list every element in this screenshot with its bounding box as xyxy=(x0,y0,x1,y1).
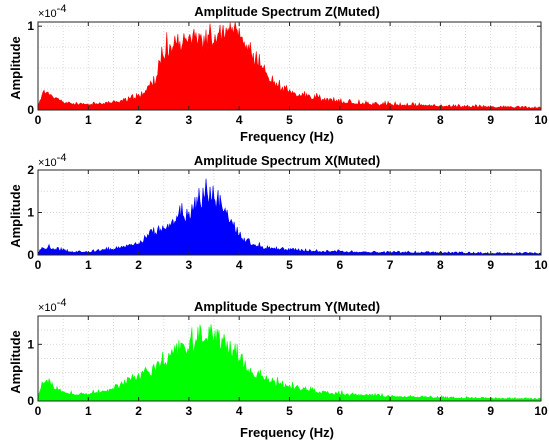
x-tick-label: 10 xyxy=(534,113,548,127)
y-tick-label: 0 xyxy=(27,103,34,117)
x-tick-label: 1 xyxy=(85,258,92,272)
x-tick-label: 2 xyxy=(135,258,142,272)
y-ticks: 01 xyxy=(27,337,541,408)
x-tick-label: 4 xyxy=(236,258,243,272)
chart-title: Amplitude Spectrum Y(Muted) xyxy=(194,299,380,314)
panel-spectrum-x: Amplitude Spectrum X(Muted) Amplitude ×1… xyxy=(8,152,548,272)
y-tick-label: 2 xyxy=(27,163,34,177)
y-tick-label: 0 xyxy=(27,394,34,408)
x-tick-label: 4 xyxy=(236,113,243,127)
x-tick-label: 0 xyxy=(35,258,42,272)
y-axis-label: Amplitude xyxy=(8,36,23,100)
x-tick-label: 7 xyxy=(387,404,394,418)
x-tick-label: 10 xyxy=(534,404,548,418)
exponent-base: ×10 xyxy=(38,8,57,20)
x-tick-label: 5 xyxy=(286,258,293,272)
chart-title: Amplitude Spectrum X(Muted) xyxy=(194,153,380,168)
x-tick-label: 9 xyxy=(487,404,494,418)
y-axis-label: Amplitude xyxy=(8,330,23,394)
x-tick-label: 9 xyxy=(487,113,494,127)
x-tick-label: 8 xyxy=(437,113,444,127)
x-tick-label: 1 xyxy=(85,113,92,127)
x-ticks: 0 1 2 3 4 5 6 7 8 9 10 xyxy=(35,22,548,127)
x-tick-label: 5 xyxy=(286,404,293,418)
y-tick-label: 0 xyxy=(27,248,34,262)
panel-spectrum-y: Amplitude Spectrum Y(Muted) Amplitude Fr… xyxy=(8,297,548,440)
x-tick-label: 10 xyxy=(534,258,548,272)
y-tick-label: 1 xyxy=(27,337,34,351)
x-ticks: 0 1 2 3 4 5 6 7 8 9 10 xyxy=(35,170,548,272)
y-exponent-label: ×10-4 xyxy=(38,297,66,314)
y-ticks: 01 xyxy=(27,19,541,117)
x-tick-label: 2 xyxy=(135,113,142,127)
chart-title: Amplitude Spectrum Z(Muted) xyxy=(194,4,380,19)
x-tick-label: 8 xyxy=(437,404,444,418)
exponent-power: -4 xyxy=(57,3,67,15)
spectrum-series xyxy=(37,324,542,402)
x-tick-label: 2 xyxy=(135,404,142,418)
x-tick-label: 0 xyxy=(35,404,42,418)
y-axis-label: Amplitude xyxy=(8,184,23,248)
spectrum-area xyxy=(37,21,542,111)
x-tick-label: 3 xyxy=(186,404,193,418)
x-tick-label: 9 xyxy=(487,258,494,272)
y-exponent-label: ×10-4 xyxy=(38,152,66,169)
y-ticks: 0 1 2 xyxy=(27,163,541,262)
x-tick-label: 7 xyxy=(387,258,394,272)
x-tick-label: 8 xyxy=(437,258,444,272)
x-tick-label: 3 xyxy=(186,113,193,127)
exponent-base: ×10 xyxy=(38,302,57,314)
exponent-base: ×10 xyxy=(38,157,57,169)
x-axis-label: Frequency (Hz) xyxy=(240,425,334,440)
spectrum-series xyxy=(37,21,542,111)
x-tick-label: 3 xyxy=(186,258,193,272)
x-tick-label: 1 xyxy=(85,404,92,418)
exponent-power: -4 xyxy=(57,152,67,164)
x-ticks: 0 1 2 3 4 5 6 7 8 9 10 xyxy=(35,316,548,418)
x-tick-label: 6 xyxy=(336,258,343,272)
y-tick-label: 1 xyxy=(27,19,34,33)
spectrum-area xyxy=(37,178,542,256)
x-axis-label: Frequency (Hz) xyxy=(240,129,334,144)
x-tick-label: 6 xyxy=(336,113,343,127)
spectrum-area xyxy=(37,324,542,402)
x-tick-label: 4 xyxy=(236,404,243,418)
x-tick-label: 6 xyxy=(336,404,343,418)
spectrum-series xyxy=(37,178,542,256)
x-tick-label: 7 xyxy=(387,113,394,127)
grid xyxy=(37,169,542,256)
y-exponent-label: ×10-4 xyxy=(38,3,66,20)
exponent-power: -4 xyxy=(57,297,67,309)
x-tick-label: 5 xyxy=(286,113,293,127)
x-tick-label: 0 xyxy=(35,113,42,127)
y-tick-label: 1 xyxy=(27,206,34,220)
panel-spectrum-z: Amplitude Spectrum Z(Muted) Amplitude Fr… xyxy=(8,3,548,144)
